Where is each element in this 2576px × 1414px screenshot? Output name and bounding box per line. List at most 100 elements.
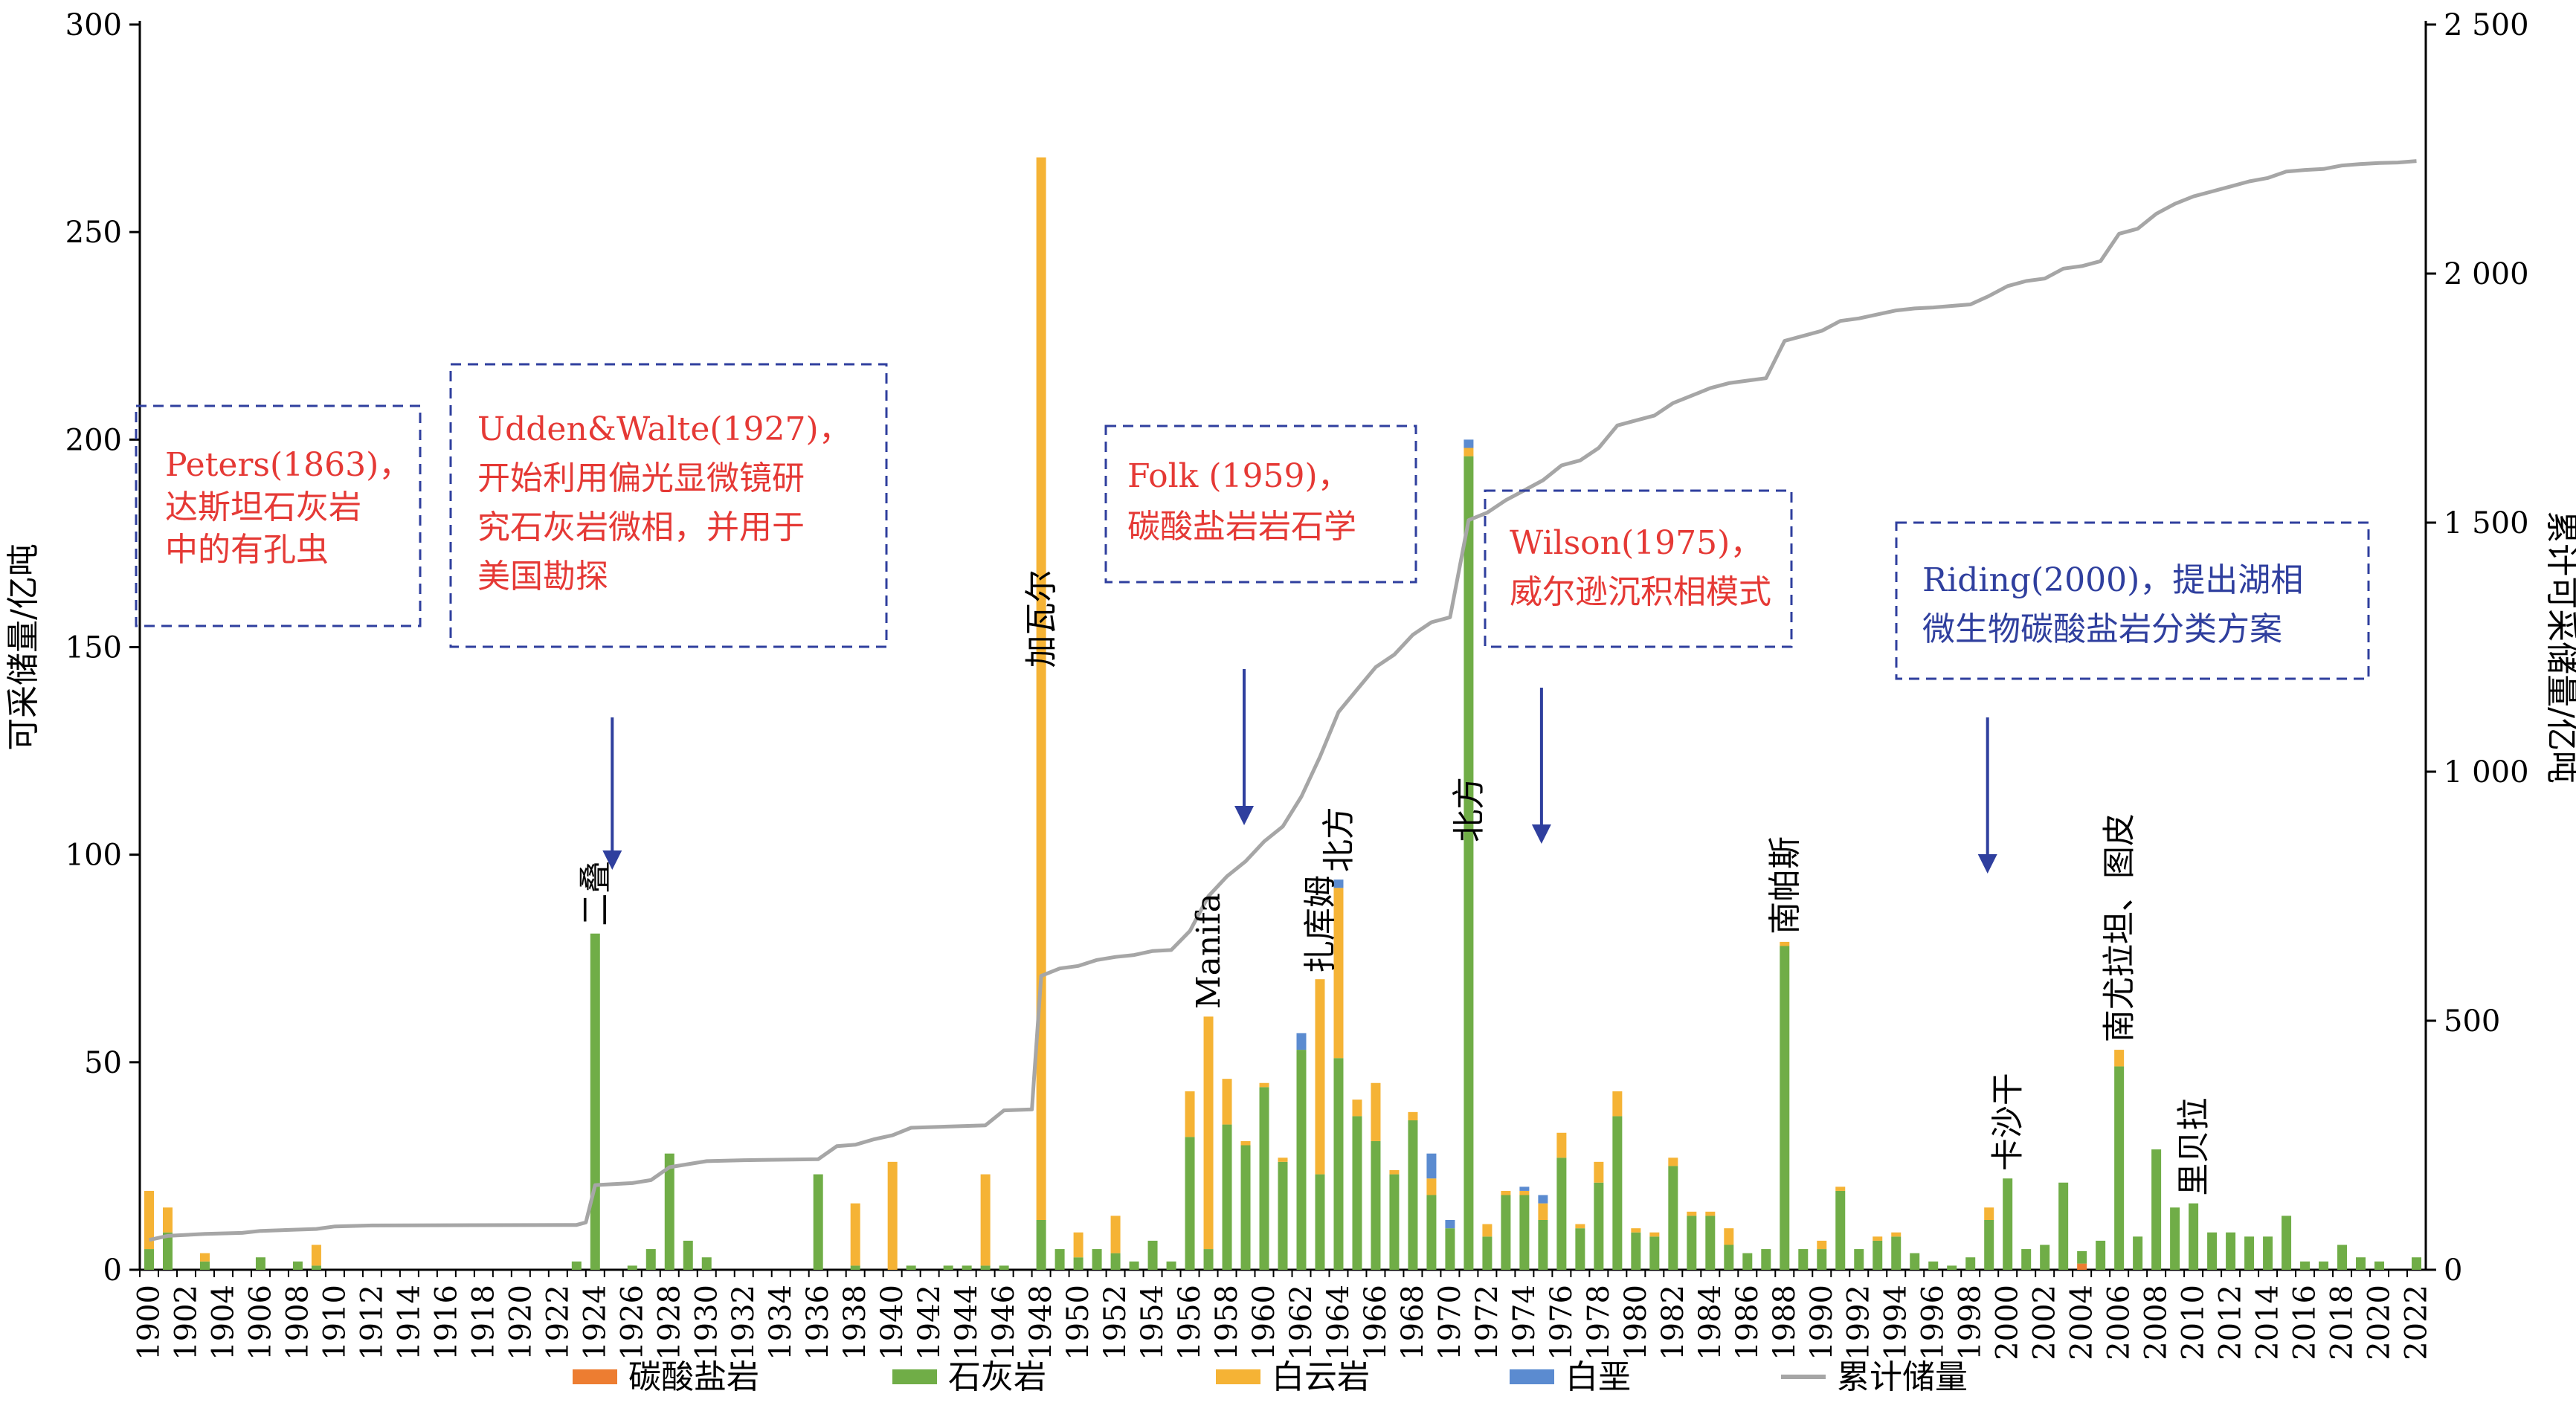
bar-石灰岩-2002	[2040, 1244, 2050, 1270]
x-tick-label: 1902	[169, 1285, 203, 1360]
bar-白垩-1970	[1445, 1220, 1455, 1229]
bar-石灰岩-1973	[1501, 1195, 1511, 1270]
bar-石灰岩-1954	[1147, 1240, 1158, 1270]
legend-swatch-1	[892, 1369, 937, 1384]
bar-白垩-1974	[1519, 1187, 1530, 1191]
annotation-text-1-2: 究石灰岩微相，并用于	[477, 509, 805, 546]
field-label-4: 北方	[1320, 807, 1358, 872]
bar-白云岩-1969	[1426, 1178, 1437, 1195]
bar-石灰岩-2017	[2319, 1261, 2329, 1270]
bar-石灰岩-1989	[1798, 1249, 1809, 1270]
bar-白云岩-1901	[162, 1207, 173, 1233]
bar-石灰岩-1946	[999, 1265, 1009, 1270]
x-tick-label: 1980	[1619, 1285, 1653, 1360]
bar-白云岩-1957	[1203, 1016, 1214, 1250]
x-tick-label: 1910	[318, 1285, 352, 1360]
bar-石灰岩-1900	[144, 1249, 154, 1270]
x-tick-label: 1978	[1582, 1285, 1616, 1360]
y-tick-label-left: 100	[65, 839, 122, 873]
x-tick-label: 1982	[1656, 1285, 1690, 1360]
bar-白云岩-1964	[1333, 888, 1344, 1059]
bar-石灰岩-2005	[2096, 1240, 2106, 1270]
x-tick-label: 1998	[1954, 1285, 1988, 1360]
bar-石灰岩-1953	[1129, 1261, 1139, 1270]
bar-石灰岩-2020	[2374, 1261, 2385, 1270]
bar-石灰岩-2011	[2207, 1232, 2218, 1270]
bar-石灰岩-1936	[813, 1174, 823, 1270]
bar-石灰岩-1960	[1259, 1087, 1269, 1270]
bar-白云岩-1977	[1575, 1224, 1585, 1229]
bar-白云岩-1991	[1835, 1187, 1846, 1191]
x-tick-label: 1954	[1136, 1285, 1170, 1360]
bar-白云岩-1975	[1538, 1203, 1548, 1220]
bar-石灰岩-2000	[2003, 1178, 2013, 1270]
x-tick-label: 1966	[1359, 1285, 1393, 1360]
y-tick-label-left: 50	[84, 1046, 122, 1080]
y-tick-label-right: 2 000	[2444, 257, 2529, 291]
field-label-9: 里贝拉	[2175, 1098, 2213, 1196]
x-tick-label: 1976	[1545, 1285, 1579, 1360]
x-tick-label: 1900	[132, 1285, 166, 1360]
bar-白云岩-1950	[1073, 1232, 1083, 1258]
annotation-text-4-0: Riding(2000)，提出湖相	[1922, 561, 2303, 599]
y-tick-label-left: 0	[103, 1253, 122, 1288]
bar-石灰岩-1961	[1278, 1161, 1288, 1270]
bar-白云岩-1940	[887, 1161, 898, 1270]
x-tick-label: 1964	[1321, 1285, 1356, 1360]
bar-石灰岩-1975	[1538, 1220, 1548, 1270]
bar-石灰岩-1949	[1054, 1249, 1065, 1270]
x-tick-label: 2004	[2065, 1285, 2099, 1360]
legend-swatch-3	[1510, 1369, 1554, 1384]
x-tick-label: 2012	[2214, 1285, 2248, 1360]
bar-白云岩-1900	[144, 1190, 154, 1250]
x-tick-label: 1988	[1768, 1285, 1802, 1360]
bar-白云岩-1961	[1278, 1158, 1288, 1162]
x-tick-label: 2016	[2288, 1285, 2322, 1360]
bar-石灰岩-2009	[2170, 1207, 2180, 1270]
bar-石灰岩-1988	[1780, 946, 1790, 1270]
bar-石灰岩-1994	[1891, 1236, 1902, 1270]
bar-石灰岩-2007	[2133, 1236, 2143, 1270]
y-tick-label-right: 500	[2444, 1004, 2500, 1039]
bar-白云岩-1948	[1036, 157, 1046, 1221]
x-tick-label: 1986	[1730, 1285, 1765, 1360]
bar-白垩-1964	[1333, 879, 1344, 888]
bar-石灰岩-2022	[2412, 1257, 2422, 1270]
x-tick-label: 2010	[2177, 1285, 2211, 1360]
bar-石灰岩-1944	[962, 1265, 972, 1270]
x-tick-label: 1922	[541, 1285, 575, 1360]
bar-石灰岩-1956	[1185, 1137, 1195, 1270]
bar-石灰岩-1974	[1519, 1195, 1530, 1270]
x-tick-label: 1956	[1173, 1285, 1207, 1360]
bar-石灰岩-1957	[1203, 1249, 1214, 1270]
x-tick-label: 1990	[1805, 1285, 1839, 1360]
x-tick-label: 1914	[392, 1285, 426, 1360]
x-tick-label: 2020	[2363, 1285, 2397, 1360]
y-tick-label-left: 300	[65, 8, 122, 42]
annotation-box-4	[1895, 521, 2370, 680]
annotation-arrowhead-4	[1977, 854, 1997, 874]
bar-白云岩-1956	[1185, 1091, 1195, 1137]
bar-石灰岩-1963	[1315, 1174, 1325, 1270]
bar-石灰岩-1979	[1612, 1116, 1623, 1270]
bar-白云岩-1993	[1873, 1236, 1883, 1241]
bar-石灰岩-1943	[943, 1265, 953, 1270]
bar-白垩-1962	[1296, 1033, 1307, 1050]
bar-石灰岩-2010	[2189, 1203, 2199, 1270]
annotation-text-1-0: Udden&Walte(1927)，	[477, 410, 851, 448]
annotation-box-0	[135, 404, 422, 627]
field-label-6: 南帕斯	[1766, 836, 1804, 934]
bar-石灰岩-1909	[311, 1265, 321, 1270]
bar-石灰岩-1967	[1389, 1174, 1400, 1270]
bar-白垩-1971	[1464, 439, 1474, 448]
bar-白垩-1969	[1426, 1153, 1437, 1179]
bar-石灰岩-1938	[850, 1265, 860, 1270]
cumulative-line	[148, 159, 2417, 1242]
bar-石灰岩-1982	[1668, 1166, 1678, 1270]
x-tick-label: 1916	[429, 1285, 463, 1360]
bar-石灰岩-1924	[590, 933, 600, 1270]
field-label-0: 二叠	[576, 861, 614, 926]
legend-label-2: 白云岩	[1272, 1358, 1370, 1396]
bar-石灰岩-2006	[2114, 1066, 2125, 1270]
